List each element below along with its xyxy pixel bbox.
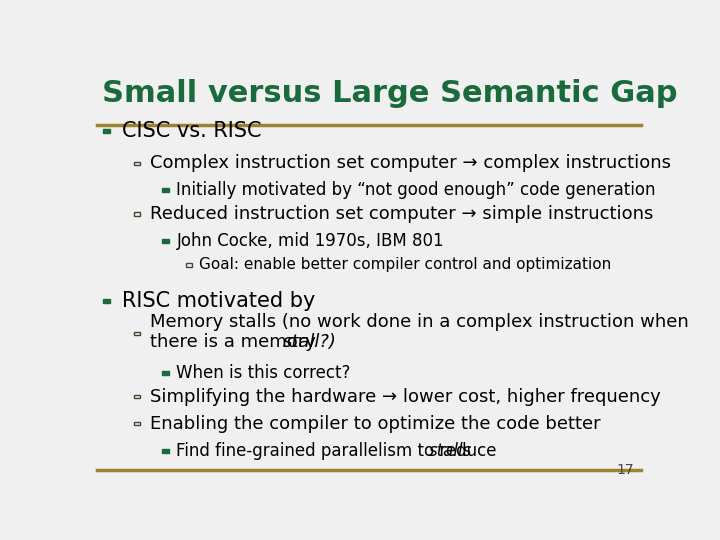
Text: there is a memory: there is a memory bbox=[150, 333, 322, 350]
Text: Memory stalls (no work done in a complex instruction when: Memory stalls (no work done in a complex… bbox=[150, 313, 689, 331]
Text: 17: 17 bbox=[616, 463, 634, 477]
Bar bbox=[103, 130, 110, 133]
Text: When is this correct?: When is this correct? bbox=[176, 364, 351, 382]
Bar bbox=[135, 212, 140, 216]
Text: Initially motivated by “not good enough” code generation: Initially motivated by “not good enough”… bbox=[176, 181, 656, 199]
Bar bbox=[162, 371, 169, 375]
Text: Enabling the compiler to optimize the code better: Enabling the compiler to optimize the co… bbox=[150, 415, 601, 433]
Text: stall?): stall?) bbox=[283, 333, 337, 350]
Bar bbox=[186, 263, 192, 267]
Bar bbox=[162, 239, 169, 243]
Bar bbox=[135, 395, 140, 399]
Bar bbox=[162, 449, 169, 453]
Text: Reduced instruction set computer → simple instructions: Reduced instruction set computer → simpl… bbox=[150, 205, 654, 223]
Bar bbox=[135, 422, 140, 426]
Text: Simplifying the hardware → lower cost, higher frequency: Simplifying the hardware → lower cost, h… bbox=[150, 388, 661, 406]
Text: Goal: enable better compiler control and optimization: Goal: enable better compiler control and… bbox=[199, 257, 611, 272]
Bar bbox=[135, 161, 140, 165]
Text: Complex instruction set computer → complex instructions: Complex instruction set computer → compl… bbox=[150, 154, 671, 172]
Bar bbox=[162, 188, 169, 192]
Bar bbox=[103, 300, 110, 303]
Text: John Cocke, mid 1970s, IBM 801: John Cocke, mid 1970s, IBM 801 bbox=[176, 232, 444, 250]
Text: Find fine-grained parallelism to reduce: Find fine-grained parallelism to reduce bbox=[176, 442, 503, 460]
Text: Small versus Large Semantic Gap: Small versus Large Semantic Gap bbox=[102, 79, 678, 109]
Text: stalls: stalls bbox=[429, 442, 472, 460]
Text: RISC motivated by: RISC motivated by bbox=[122, 292, 316, 312]
Text: CISC vs. RISC: CISC vs. RISC bbox=[122, 122, 262, 141]
Bar bbox=[135, 332, 140, 335]
